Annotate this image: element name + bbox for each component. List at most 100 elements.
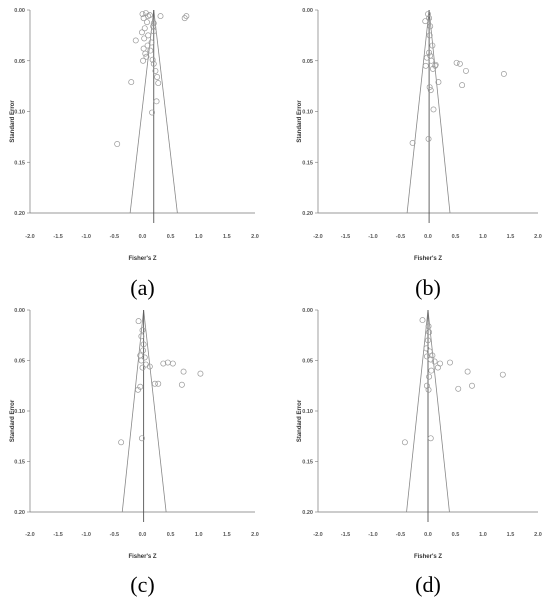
study-point [153,98,160,105]
study-point [140,341,147,348]
funnel-right-line [153,9,178,214]
study-point [425,386,432,393]
study-point [425,337,431,344]
study-point [155,80,162,87]
funnel-left-line [121,309,145,513]
y-tick-label: 0.20 [14,211,25,217]
study-point [180,368,187,375]
study-point [426,348,433,355]
x-tick-label: 0.0 [139,532,147,538]
funnel-right-line [143,309,167,513]
x-tick-label: 0.5 [452,234,460,240]
study-point [147,47,154,54]
x-tick-label: 1.0 [479,234,487,240]
study-point [128,79,135,86]
y-axis-label: Standard Error [297,399,303,442]
x-tick-label: 0.5 [167,532,175,538]
study-point [146,363,153,370]
study-point [434,364,441,371]
study-point [142,50,149,57]
y-axis-label: Standard Error [297,100,303,143]
x-tick-label: 1.0 [195,532,203,538]
panel-label: (c) [130,572,154,597]
y-tick-label: 0.10 [14,409,25,415]
y-tick-label: 0.00 [302,308,313,314]
study-point [429,352,436,359]
study-point [118,439,125,446]
study-point [464,368,471,375]
study-point [150,23,157,30]
y-tick-label: 0.05 [302,59,313,65]
study-point [423,353,430,360]
study-point [150,60,157,67]
y-tick-label: 0.15 [302,160,313,166]
x-tick-label: -2.0 [313,532,322,538]
x-tick-label: 1.0 [195,234,203,240]
funnel-right-line [427,309,450,513]
x-tick-label: 1.5 [507,234,515,240]
x-tick-label: 1.5 [507,532,515,538]
study-point [427,87,434,94]
study-point [463,67,469,74]
y-tick-label: 0.10 [302,110,313,116]
x-tick-label: 1.5 [223,234,231,240]
y-tick-label: 0.05 [14,59,25,65]
panel-label: (d) [415,572,441,597]
study-point [149,109,156,116]
study-point [138,333,145,340]
study-point [500,70,507,77]
study-point [154,74,161,80]
x-tick-label: -1.0 [82,532,91,538]
y-tick-label: 0.20 [302,211,313,217]
x-tick-label: 0.5 [167,234,175,240]
y-tick-label: 0.20 [14,510,25,516]
x-tick-label: 1.5 [223,532,231,538]
x-tick-label: 0.5 [452,532,460,538]
study-point [459,82,466,89]
study-point [427,435,434,442]
x-tick-label: -1.0 [368,234,377,240]
study-point [138,29,145,36]
study-point [139,11,146,18]
study-point [456,60,463,67]
x-axis-label: Fisher's Z [414,554,442,560]
x-tick-label: 2.0 [251,532,259,538]
study-point [140,45,147,52]
x-tick-label: 0.0 [424,234,432,240]
study-point [140,347,147,354]
study-point [455,385,462,392]
y-tick-label: 0.10 [302,409,313,415]
y-tick-label: 0.15 [14,160,25,166]
panel-label: (b) [415,275,441,300]
y-tick-label: 0.05 [302,359,313,365]
study-point [139,364,146,371]
study-point [141,35,148,42]
study-point [427,23,434,30]
study-point [141,354,148,361]
study-point [425,323,432,330]
study-point [423,382,430,389]
y-tick-label: 0.00 [302,8,313,14]
study-point [150,20,157,27]
study-point [135,386,141,393]
x-tick-label: -0.5 [396,532,405,538]
y-tick-label: 0.20 [302,510,313,516]
study-point [469,382,475,389]
study-point [144,19,150,26]
x-tick-label: 2.0 [534,532,542,538]
x-tick-label: -0.5 [110,532,119,538]
funnel-plot-panel-1: 0.00 0.05 0.10 0.15 0.20 -2.0 -1.5 -1.0 -0.5 0.0 0… [10,8,259,300]
study-point [151,380,158,387]
study-point [453,59,460,66]
study-point [132,37,139,44]
study-point [139,327,146,334]
study-point [178,381,185,388]
study-point [401,439,408,446]
study-point [426,49,433,56]
study-point [419,317,426,324]
funnel-plot-panel-3: 0.00 0.05 0.10 0.15 0.20 -2.0 -1.5 -1.0 -0.5 0.0 0… [10,308,259,597]
funnel-plot-panel-4: 0.00 0.05 0.10 0.15 0.20 -2.0 -1.5 -1.0 -0.5 0.0 0… [297,308,542,597]
study-point [138,357,145,364]
y-tick-label: 0.10 [14,110,25,116]
